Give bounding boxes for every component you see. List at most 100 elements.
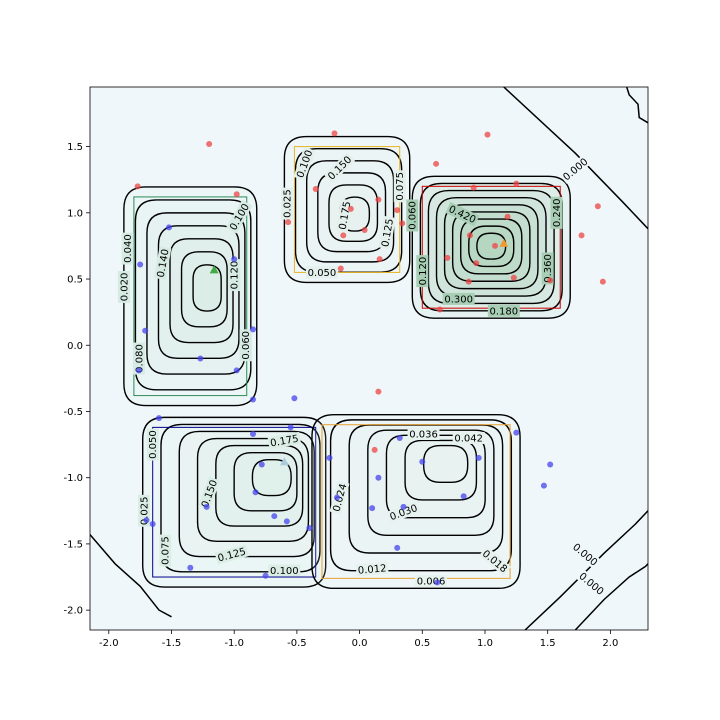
red-point <box>599 278 606 285</box>
y-tick-label: -0.5 <box>63 407 83 418</box>
x-tick-label: -0.5 <box>287 638 307 649</box>
contour-label: 0.060 <box>241 331 252 360</box>
red-point <box>466 232 473 239</box>
contour-label: 0.100 <box>270 566 299 577</box>
x-tick-label: -1.5 <box>162 638 182 649</box>
red-point <box>134 183 141 190</box>
contour-label-bg <box>355 561 389 577</box>
blue-point <box>250 396 257 403</box>
triangle-marker <box>279 457 289 466</box>
red-point <box>337 265 344 272</box>
contour-label-bg <box>416 255 429 288</box>
contour-label: 0.020 <box>119 273 130 302</box>
contour-label-bg <box>559 154 592 184</box>
blue-point <box>250 430 257 437</box>
blue-point <box>250 326 257 333</box>
blue-point <box>258 461 265 468</box>
contour-label-bg <box>541 252 554 285</box>
red-point <box>340 232 347 239</box>
contour-label: 0.012 <box>357 563 386 576</box>
contour-label: 0.075 <box>395 172 406 201</box>
contour-label: 0.060 <box>408 201 419 230</box>
contour-label-bg <box>386 501 421 524</box>
background-contour-line <box>524 510 648 630</box>
contour-label-bg <box>406 199 419 232</box>
contour-label-bg <box>239 329 252 362</box>
contour-label-bg <box>146 428 159 461</box>
contour-label-bg <box>407 427 440 440</box>
blue-point <box>396 434 403 441</box>
blue-point <box>187 564 194 571</box>
contour-label-bg <box>268 564 301 577</box>
contour-label-bg <box>445 201 480 227</box>
x-axis: -2.0 -1.5 -1.0 -0.5 0.0 0.5 1.0 1.5 2.0 <box>99 630 618 649</box>
contour-line <box>460 218 523 275</box>
contour-label-bg <box>323 152 356 184</box>
y-tick-label: 0.5 <box>67 275 83 286</box>
contour-label: 0.050 <box>308 268 337 279</box>
contour-label: 0.300 <box>444 294 473 305</box>
contour-label-bg <box>393 170 406 203</box>
contour-label-bg <box>228 259 241 292</box>
contour-label-bg <box>159 534 172 567</box>
contour-label: 0.175 <box>269 434 299 450</box>
contour-label: 0.080 <box>134 344 145 373</box>
contour-label-bg <box>132 342 145 375</box>
blue-point <box>419 458 426 465</box>
blue-point <box>262 572 269 579</box>
contour-label-bg <box>452 431 485 444</box>
y-tick-label: 1.5 <box>67 142 83 153</box>
contour-label-bg <box>305 266 338 279</box>
red-point <box>233 191 240 198</box>
x-tick-label: 1.5 <box>540 638 556 649</box>
contour-line <box>435 196 547 297</box>
region-box <box>133 196 248 397</box>
background-contour-line <box>503 87 648 230</box>
red-point <box>484 131 491 138</box>
contour-label: 0.120 <box>418 257 429 286</box>
contour-line <box>443 204 539 290</box>
red-point <box>312 185 319 192</box>
contour-line <box>192 264 222 312</box>
contour-label: 0.036 <box>409 429 438 440</box>
red-point <box>399 220 406 227</box>
red-point <box>504 213 511 220</box>
red-point <box>206 140 213 147</box>
x-tick-label: -1.0 <box>224 638 244 649</box>
red-point <box>578 232 585 239</box>
blue-point <box>197 355 204 362</box>
blue-point <box>334 494 341 501</box>
y-tick-label: 0.0 <box>67 341 83 352</box>
blue-point <box>165 224 172 231</box>
red-point <box>375 196 382 203</box>
contour-label: 0.125 <box>380 218 396 248</box>
contour-label: 0.120 <box>230 261 241 290</box>
contour-line <box>251 459 292 497</box>
y-tick-label: -1.0 <box>63 473 83 484</box>
contour-label: 0.040 <box>123 234 134 263</box>
blue-point <box>135 367 142 374</box>
blue-point <box>475 454 482 461</box>
blue-point <box>434 579 441 586</box>
contour-label-bg <box>442 292 475 305</box>
red-point <box>285 219 292 226</box>
y-tick-label: -2.0 <box>63 606 83 617</box>
red-point <box>513 180 520 187</box>
blue-point <box>394 544 401 551</box>
blue-point <box>306 525 313 532</box>
triangle-marker <box>499 238 509 247</box>
blue-point <box>231 256 238 263</box>
x-tick-label: 1.0 <box>477 638 493 649</box>
contour-label-bg <box>226 199 253 234</box>
contour-line <box>317 172 387 253</box>
contour-line <box>451 211 531 282</box>
contour-label-bg <box>478 546 512 577</box>
contour-label: 0.075 <box>161 536 172 565</box>
red-point <box>376 256 383 263</box>
blue-point <box>252 489 259 496</box>
contour-label-bg <box>280 187 293 220</box>
blue-point <box>547 461 554 468</box>
blue-point <box>287 424 294 431</box>
